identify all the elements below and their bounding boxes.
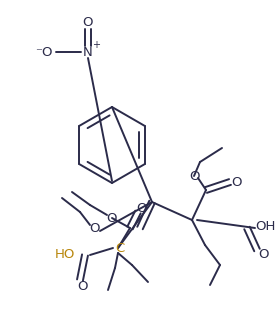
Text: O: O [190, 169, 200, 182]
Text: O: O [78, 280, 88, 294]
Text: +: + [92, 40, 100, 50]
Text: ⁻O: ⁻O [35, 45, 53, 59]
Text: O: O [107, 212, 117, 224]
Text: OH: OH [255, 219, 275, 232]
Text: O: O [137, 202, 147, 214]
Text: O: O [259, 248, 269, 260]
Text: N: N [83, 45, 93, 59]
Text: O: O [232, 175, 242, 188]
Text: O: O [90, 221, 100, 234]
Text: O: O [83, 16, 93, 28]
Text: C: C [116, 242, 125, 255]
Text: HO: HO [55, 249, 75, 261]
